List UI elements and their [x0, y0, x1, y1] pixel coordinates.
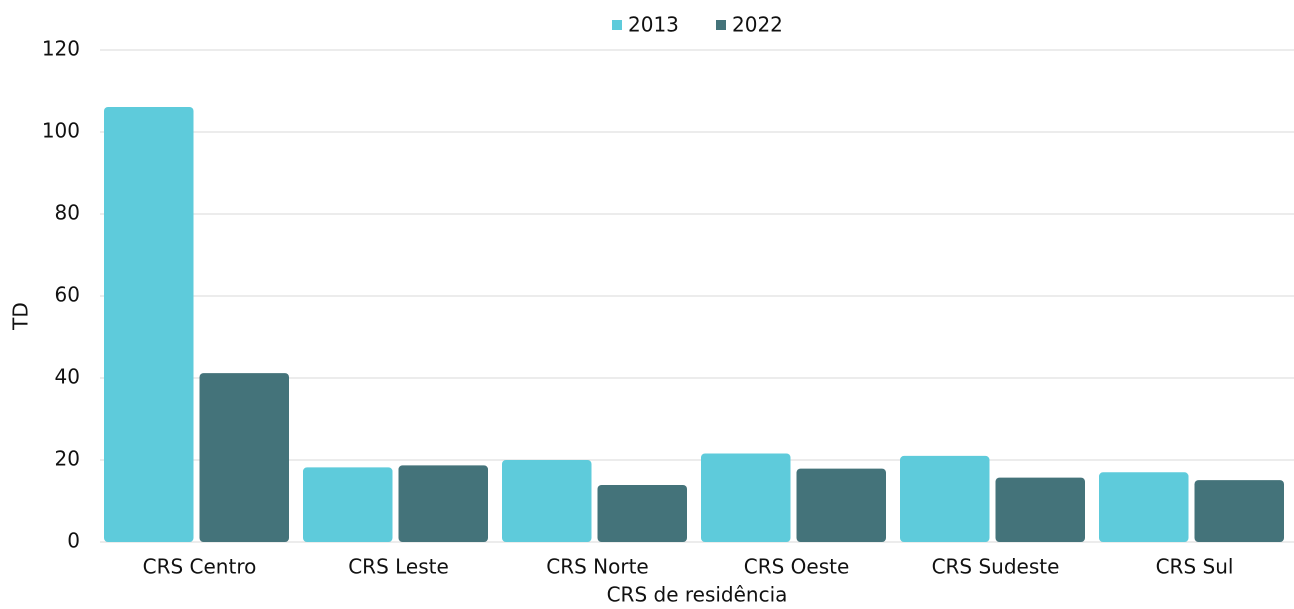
legend-swatch [716, 20, 726, 30]
x-tick-label: CRS Sul [1156, 555, 1234, 579]
bar [1194, 480, 1284, 542]
y-tick-label: 80 [55, 201, 80, 225]
bar [995, 477, 1085, 542]
bar [900, 455, 990, 542]
legend-label: 2013 [628, 13, 679, 37]
x-tick-label: CRS Centro [143, 555, 257, 579]
bar [1099, 472, 1189, 542]
bar [398, 465, 488, 542]
bar [597, 485, 687, 542]
x-axis-label: CRS de residência [607, 583, 788, 607]
bar [199, 373, 289, 542]
y-tick-label: 40 [55, 365, 80, 389]
bar [502, 460, 592, 542]
legend-label: 2022 [732, 13, 783, 37]
bar [104, 106, 194, 543]
x-tick-label: CRS Sudeste [932, 555, 1060, 579]
x-tick-label: CRS Oeste [744, 555, 850, 579]
legend-swatch [612, 20, 622, 30]
bar [796, 468, 886, 542]
y-tick-label: 100 [42, 119, 80, 143]
bar [701, 453, 791, 542]
x-tick-label: CRS Leste [348, 555, 449, 579]
bar [303, 467, 393, 542]
y-tick-label: 120 [42, 37, 80, 61]
y-tick-label: 60 [55, 283, 80, 307]
y-tick-label: 20 [55, 447, 80, 471]
y-axis-label: TD [9, 302, 33, 331]
y-tick-label: 0 [67, 529, 80, 553]
x-tick-label: CRS Norte [546, 555, 648, 579]
